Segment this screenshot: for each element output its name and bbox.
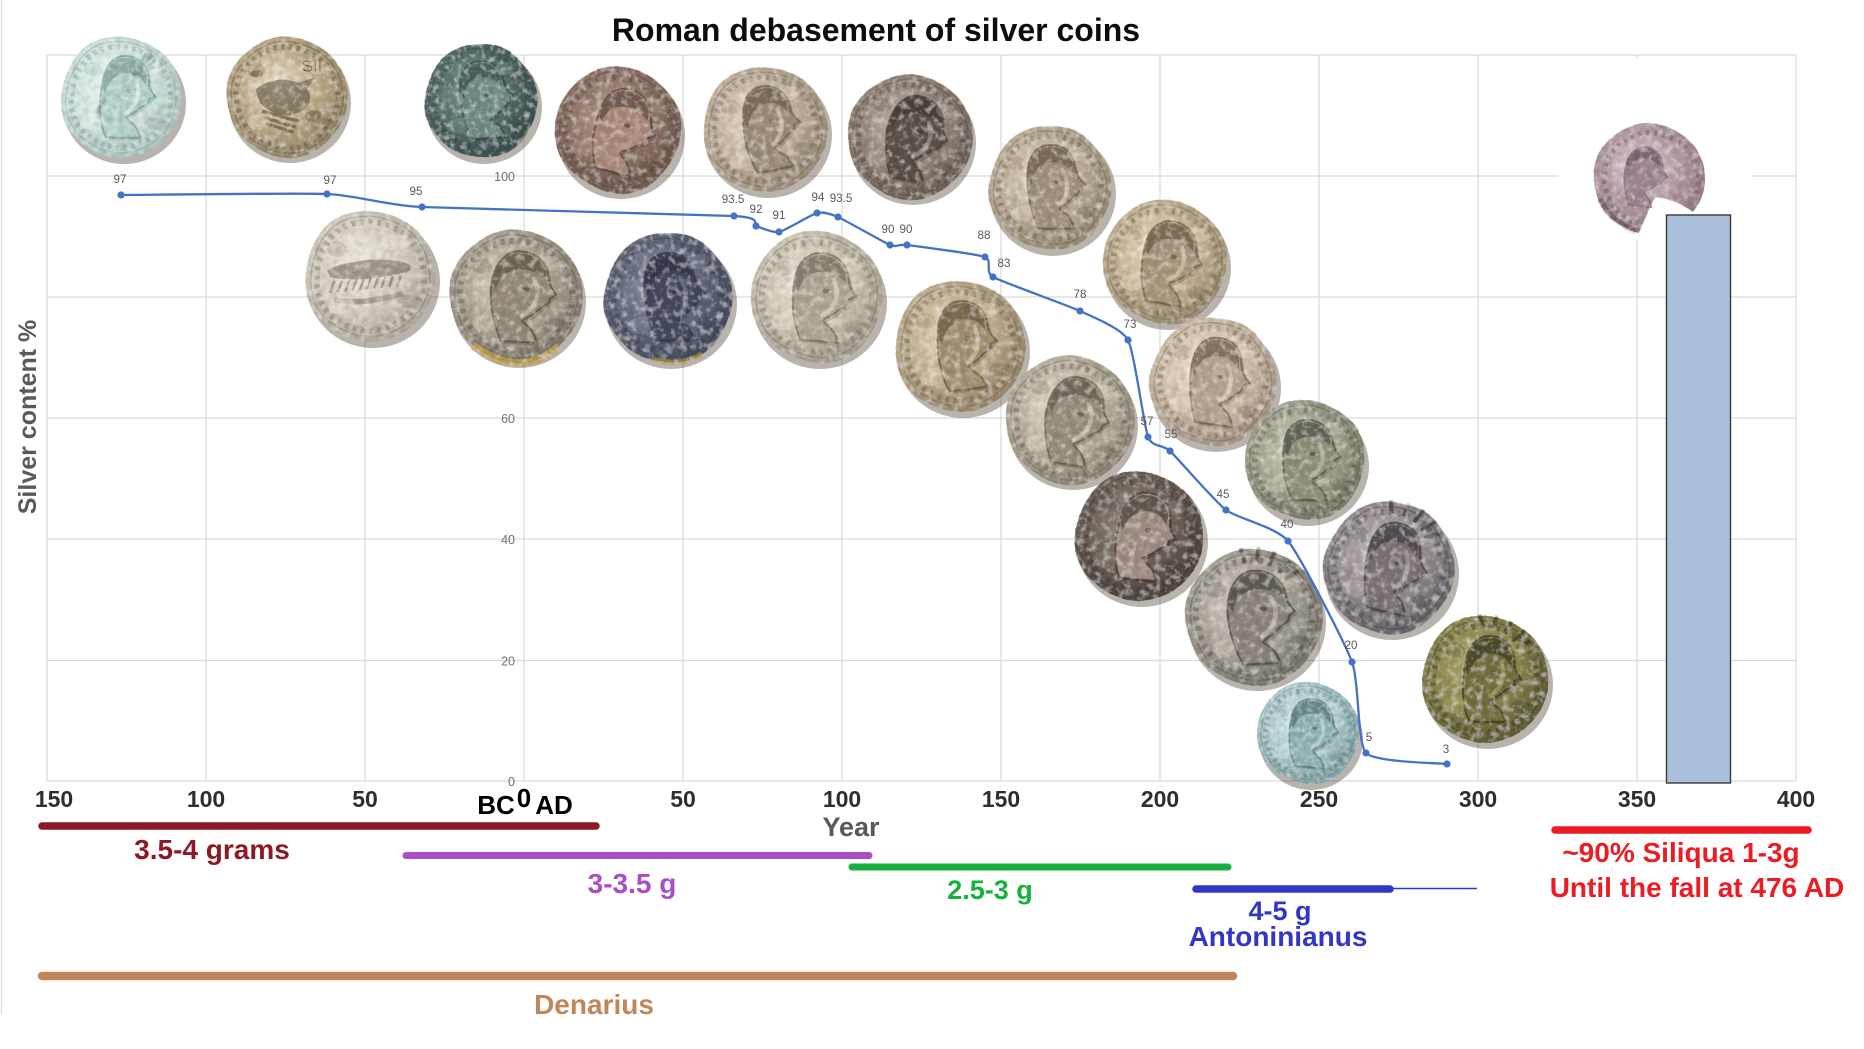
svg-text:20: 20 (1345, 639, 1358, 652)
svg-text:55: 55 (1165, 428, 1178, 441)
svg-text:45: 45 (1217, 488, 1230, 501)
svg-text:3.5-4 grams: 3.5-4 grams (134, 834, 290, 865)
svg-text:60: 60 (501, 412, 515, 426)
svg-text:97: 97 (324, 174, 337, 187)
svg-text:400: 400 (1777, 786, 1815, 812)
svg-text:92: 92 (750, 203, 763, 216)
svg-text:40: 40 (501, 533, 515, 547)
svg-text:100: 100 (187, 786, 225, 812)
svg-text:57: 57 (1141, 415, 1154, 428)
svg-text:Until the fall at 476 AD: Until the fall at 476 AD (1550, 872, 1845, 903)
svg-text:3-3.5 g: 3-3.5 g (588, 868, 677, 899)
svg-text:Roman debasement of silver coi: Roman debasement of silver coins (612, 12, 1140, 48)
svg-text:95: 95 (410, 185, 423, 198)
svg-text:83: 83 (998, 257, 1011, 270)
svg-text:73: 73 (1124, 318, 1137, 331)
svg-text:Silver content %: Silver content % (14, 320, 42, 515)
svg-text:250: 250 (1300, 786, 1338, 812)
svg-text:20: 20 (501, 655, 515, 669)
svg-text:50: 50 (352, 786, 378, 812)
svg-text:100: 100 (823, 786, 861, 812)
svg-text:90: 90 (882, 223, 895, 236)
svg-text:3: 3 (1443, 743, 1449, 756)
svg-text:40: 40 (1281, 518, 1294, 531)
svg-text:93.5: 93.5 (830, 192, 853, 205)
svg-text:50: 50 (670, 786, 696, 812)
svg-text:90: 90 (900, 223, 913, 236)
svg-text:AD: AD (535, 790, 573, 820)
svg-text:100: 100 (494, 170, 515, 184)
svg-text:0: 0 (508, 775, 515, 789)
svg-text:Antoninianus: Antoninianus (1189, 921, 1368, 952)
svg-text:97: 97 (114, 173, 127, 186)
svg-text:2.5-3 g: 2.5-3 g (947, 875, 1033, 905)
svg-text:91: 91 (773, 209, 786, 222)
svg-text:150: 150 (982, 786, 1020, 812)
svg-text:150: 150 (35, 786, 73, 812)
svg-text:5: 5 (1366, 731, 1372, 744)
svg-text:4-5 g: 4-5 g (1248, 896, 1311, 926)
svg-text:88: 88 (978, 229, 991, 242)
svg-text:0: 0 (517, 783, 531, 813)
svg-text:300: 300 (1459, 786, 1497, 812)
svg-text:Year: Year (822, 812, 880, 842)
svg-text:350: 350 (1618, 786, 1656, 812)
svg-text:BC: BC (477, 790, 515, 820)
svg-text:93.5: 93.5 (722, 193, 745, 206)
svg-text:~90% Siliqua 1-3g: ~90% Siliqua 1-3g (1562, 837, 1799, 868)
svg-text:Denarius: Denarius (534, 989, 654, 1020)
svg-text:78: 78 (1074, 288, 1087, 301)
svg-text:94: 94 (812, 191, 825, 204)
svg-text:200: 200 (1141, 786, 1179, 812)
